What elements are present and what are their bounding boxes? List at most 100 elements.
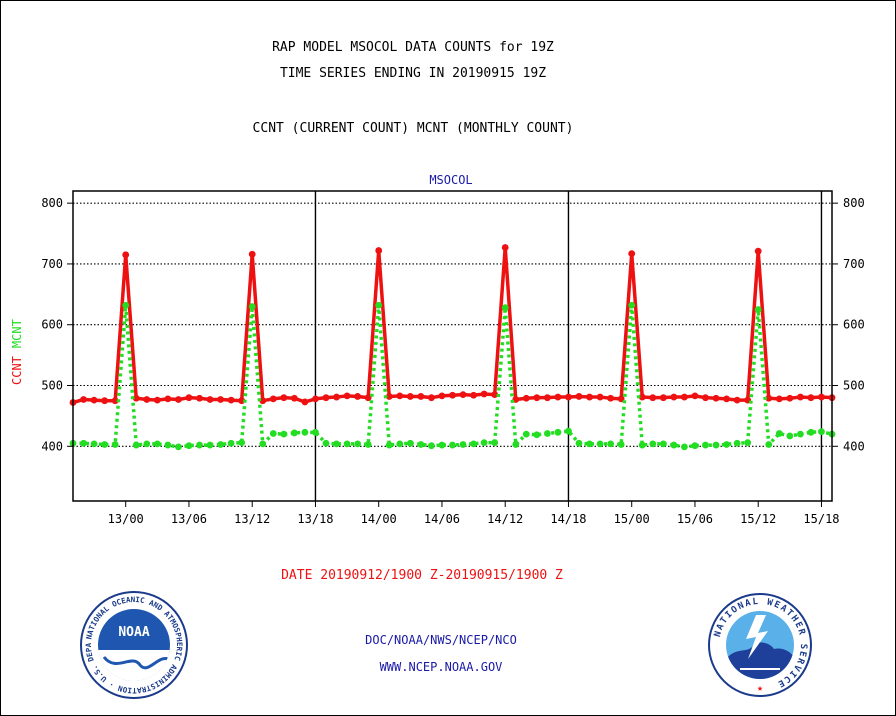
x-tick-label: 14/18	[550, 512, 586, 526]
data-point-mcnt	[227, 439, 235, 447]
y-axis-label-ccnt: CCNT	[10, 356, 24, 385]
data-point-mcnt	[206, 441, 214, 449]
data-point-ccnt	[312, 395, 319, 403]
data-point-mcnt	[807, 428, 815, 436]
data-point-mcnt	[449, 441, 456, 449]
data-point-mcnt	[712, 441, 720, 449]
data-point-mcnt	[259, 440, 267, 448]
data-point-mcnt	[723, 441, 730, 448]
data-point-mcnt	[385, 441, 393, 449]
data-point-mcnt	[617, 441, 625, 448]
data-point-ccnt	[649, 394, 657, 402]
data-point-mcnt	[586, 440, 593, 448]
website-link[interactable]: WWW.NCEP.NOAA.GOV	[380, 660, 503, 674]
data-point-ccnt	[206, 396, 214, 403]
data-point-mcnt	[628, 301, 636, 309]
data-point-ccnt	[301, 398, 309, 406]
data-point-mcnt	[101, 441, 109, 448]
data-point-ccnt	[628, 250, 636, 258]
data-point-ccnt	[607, 394, 615, 402]
data-point-ccnt	[375, 247, 383, 254]
data-point-ccnt	[217, 396, 224, 403]
y-axis-label: CCNT MCNT	[10, 319, 24, 385]
data-point-ccnt	[101, 397, 109, 405]
nws-logo[interactable]: NATIONAL WEATHER SERVICE ★	[708, 593, 812, 697]
data-point-ccnt	[754, 247, 762, 255]
data-point-ccnt	[501, 244, 509, 251]
data-point-mcnt	[702, 441, 709, 449]
data-point-mcnt	[164, 441, 172, 449]
chart-title-line2: TIME SERIES ENDING IN 20190915 19Z	[280, 66, 546, 81]
data-point-mcnt	[786, 432, 794, 440]
data-point-ccnt	[333, 393, 340, 401]
data-point-mcnt	[153, 440, 161, 448]
x-tick-label: 14/12	[487, 512, 523, 526]
data-point-ccnt	[670, 393, 678, 401]
x-tick-label: 13/12	[234, 512, 270, 526]
x-tick-label: 13/00	[108, 512, 144, 526]
data-point-ccnt	[280, 394, 288, 402]
data-point-ccnt	[733, 396, 741, 404]
data-point-mcnt	[90, 440, 98, 448]
data-point-ccnt	[470, 391, 477, 399]
noaa-logo[interactable]: NOAA NATIONAL OCEANIC AND ATMOSPHERIC AD…	[80, 591, 188, 699]
grid-layer	[73, 191, 832, 501]
data-point-mcnt	[364, 441, 372, 448]
data-point-mcnt	[428, 442, 435, 450]
data-point-ccnt	[111, 397, 119, 405]
y-tick-label-left: 700	[41, 257, 63, 271]
data-point-ccnt	[122, 251, 130, 259]
data-point-mcnt	[522, 430, 530, 438]
data-point-ccnt	[343, 392, 351, 400]
data-point-ccnt	[175, 396, 182, 403]
data-point-ccnt	[143, 396, 151, 403]
y-tick-label-right: 700	[843, 257, 865, 271]
data-point-mcnt	[406, 439, 414, 447]
data-point-ccnt	[765, 394, 773, 402]
plot-border	[72, 190, 833, 502]
data-point-ccnt	[659, 394, 667, 402]
data-point-ccnt	[322, 394, 330, 402]
data-point-ccnt	[449, 391, 456, 399]
data-point-ccnt	[227, 396, 235, 404]
data-point-ccnt	[354, 393, 362, 400]
data-point-mcnt	[681, 443, 688, 451]
axis-layer: 400 400 500 500 600 600 700 700 800 800 13/00 13/06…	[41, 196, 864, 526]
x-tick-label: 14/06	[424, 512, 460, 526]
data-point-ccnt	[586, 393, 593, 401]
data-point-ccnt	[80, 396, 87, 403]
data-point-mcnt	[143, 440, 151, 448]
data-point-mcnt	[554, 428, 562, 436]
data-point-mcnt	[575, 439, 583, 447]
data-point-ccnt	[406, 393, 414, 400]
data-point-ccnt	[491, 391, 499, 399]
data-point-mcnt	[649, 440, 657, 448]
data-point-mcnt	[301, 428, 309, 436]
data-point-mcnt	[185, 442, 193, 450]
data-point-mcnt	[269, 430, 277, 437]
data-point-mcnt	[343, 440, 351, 448]
series-layer	[69, 244, 836, 451]
data-point-ccnt	[364, 394, 372, 402]
data-point-mcnt	[596, 440, 604, 448]
data-point-mcnt	[396, 440, 404, 448]
nws-star-icon: ★	[757, 683, 763, 694]
y-axis-label-mcnt: MCNT	[10, 319, 24, 348]
series-line-mcnt	[73, 303, 833, 449]
data-point-ccnt	[396, 392, 404, 400]
x-tick-label: 14/00	[361, 512, 397, 526]
data-point-ccnt	[807, 394, 815, 402]
y-tick-label-left: 600	[41, 318, 63, 332]
y-tick-label-left: 800	[41, 196, 63, 210]
y-tick-label-right: 800	[843, 196, 865, 210]
y-tick-label-right: 600	[843, 318, 865, 332]
data-point-ccnt	[554, 393, 562, 401]
data-point-mcnt	[480, 439, 488, 447]
data-point-mcnt	[501, 304, 509, 312]
data-point-ccnt	[196, 394, 203, 402]
data-point-ccnt	[269, 395, 277, 403]
data-point-mcnt	[375, 301, 383, 309]
x-tick-label: 13/18	[297, 512, 333, 526]
data-point-ccnt	[543, 394, 551, 402]
data-point-ccnt	[185, 394, 193, 402]
